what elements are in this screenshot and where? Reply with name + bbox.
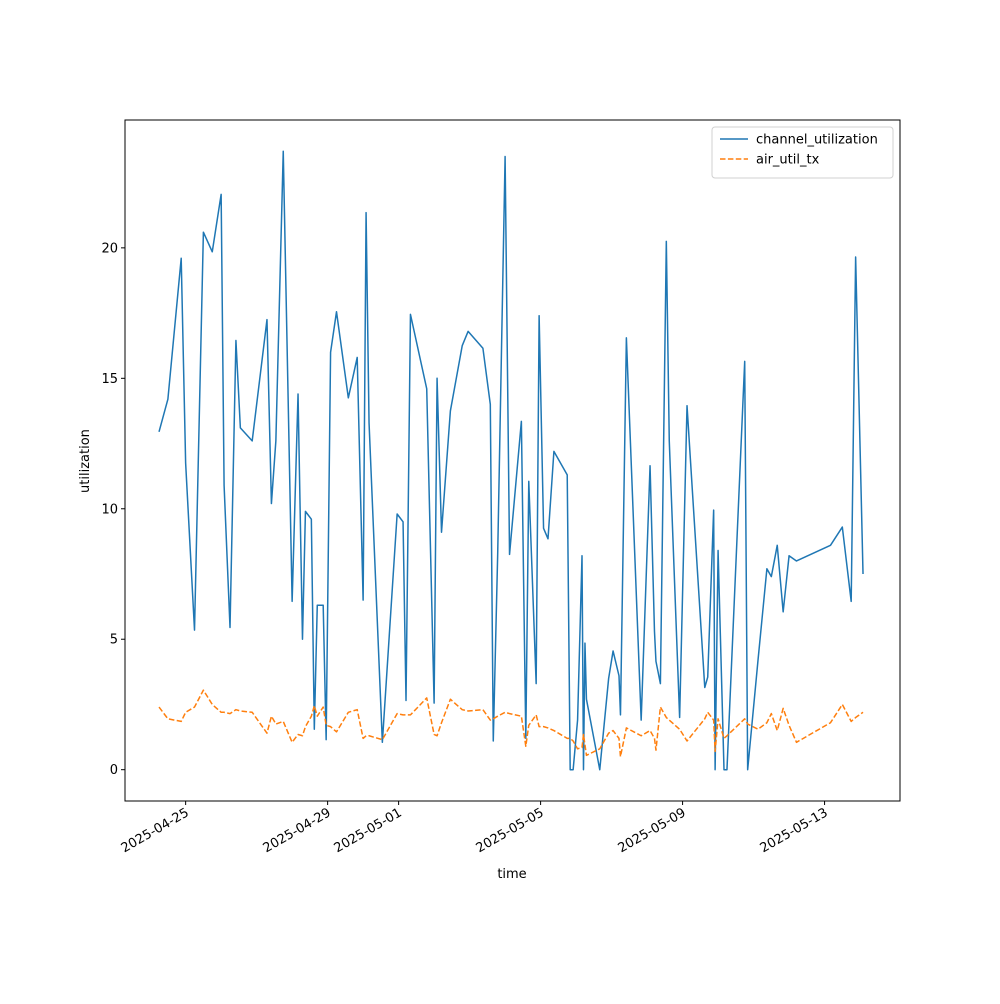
legend-label: air_util_tx xyxy=(756,153,820,168)
legend-box xyxy=(711,126,894,179)
y-axis-label: utilization xyxy=(78,429,93,493)
y-tick-label: 5 xyxy=(110,633,118,648)
y-tick-label: 15 xyxy=(101,372,118,387)
y-tick-label: 10 xyxy=(101,502,118,517)
y-tick-label: 0 xyxy=(110,763,118,778)
y-tick-label: 20 xyxy=(101,241,118,256)
legend-label: channel_utilization xyxy=(756,133,878,148)
x-axis-label: time xyxy=(497,867,526,882)
legend: channel_utilization air_util_tx xyxy=(711,126,894,179)
line-series xyxy=(158,150,864,771)
plot-frame xyxy=(124,119,901,802)
line-series xyxy=(158,689,864,758)
